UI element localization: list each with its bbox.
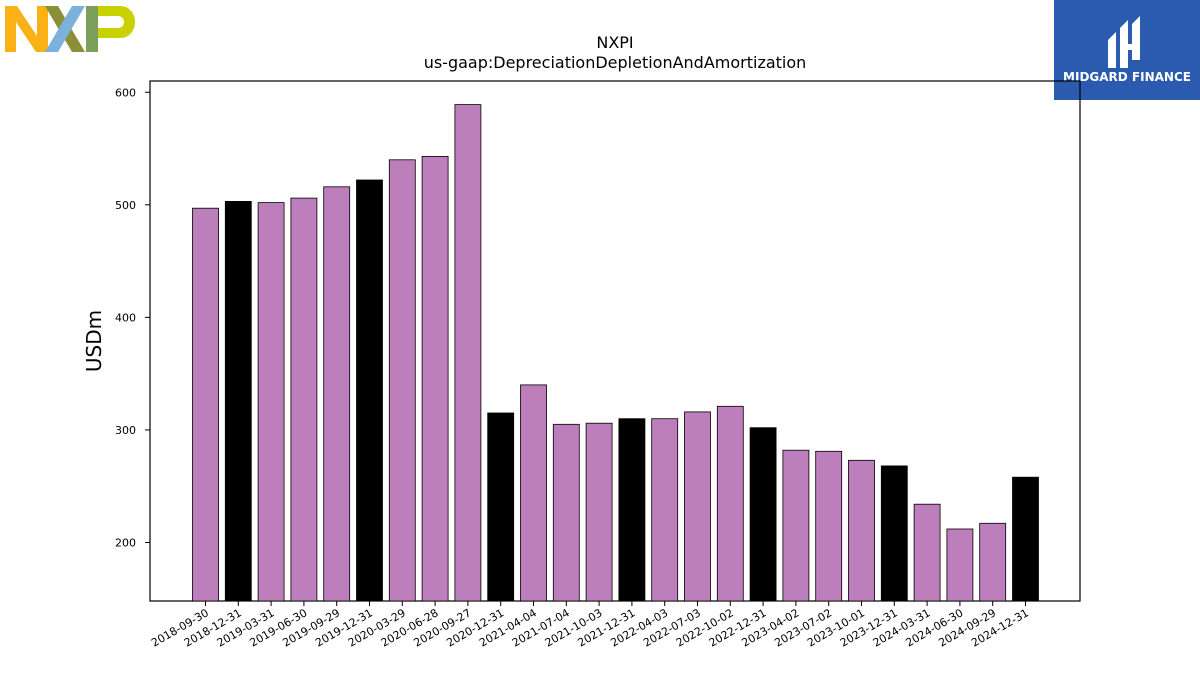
bar-2019-06-30	[290, 197, 318, 602]
chart-subtitle: us-gaap:DepreciationDepletionAndAmortiza…	[424, 53, 807, 72]
bar-2023-12-31	[880, 465, 908, 602]
chart-title: NXPI	[596, 33, 633, 52]
bar-2022-07-03	[684, 411, 711, 602]
y-axis-label: USDm	[82, 310, 106, 372]
bar-2021-12-31	[618, 418, 646, 602]
bar-2024-12-31	[1012, 476, 1039, 602]
bar-2018-09-30	[192, 207, 219, 602]
y-tick-label: 400	[115, 311, 136, 324]
bar-2022-10-02	[716, 405, 744, 602]
y-tick-label: 600	[115, 86, 136, 99]
bar-2019-09-29	[323, 186, 351, 602]
bar-2020-09-27	[454, 104, 482, 602]
bar-2022-12-31	[749, 427, 777, 602]
bar-2024-03-31	[913, 503, 941, 602]
y-tick-label: 500	[115, 199, 136, 212]
nxp-logo	[5, 6, 135, 52]
bar-2023-04-02	[782, 449, 810, 602]
bar-2019-03-31	[257, 202, 285, 602]
y-axis: 200 300 400 500 600	[115, 86, 150, 549]
bar-2022-04-03	[651, 418, 679, 602]
bar-2024-06-30	[946, 528, 974, 602]
bar-2018-12-31	[224, 200, 252, 602]
y-tick-label: 200	[115, 536, 136, 549]
midgard-finance-wordmark: MIDGARD FINANCE	[1063, 70, 1191, 84]
bar-2021-07-04	[552, 423, 580, 602]
y-tick-label: 300	[115, 424, 136, 437]
bar-2021-04-04	[520, 384, 547, 602]
x-axis: 2018-09-302018-12-312019-03-312019-06-30…	[149, 601, 1031, 650]
bar-2023-07-02	[815, 450, 843, 602]
midgard-finance-logo: MIDGARD FINANCE	[1054, 0, 1200, 100]
bar-2021-10-03	[585, 422, 613, 602]
plot-frame	[149, 80, 1081, 602]
bar-2020-06-28	[421, 155, 449, 602]
bar-2023-10-01	[848, 459, 875, 602]
bar-2020-12-31	[487, 412, 515, 602]
bar-2019-12-31	[356, 179, 383, 602]
bar-2020-03-29	[388, 159, 416, 602]
bar-2024-09-29	[979, 522, 1007, 602]
bar-series	[192, 104, 1039, 602]
